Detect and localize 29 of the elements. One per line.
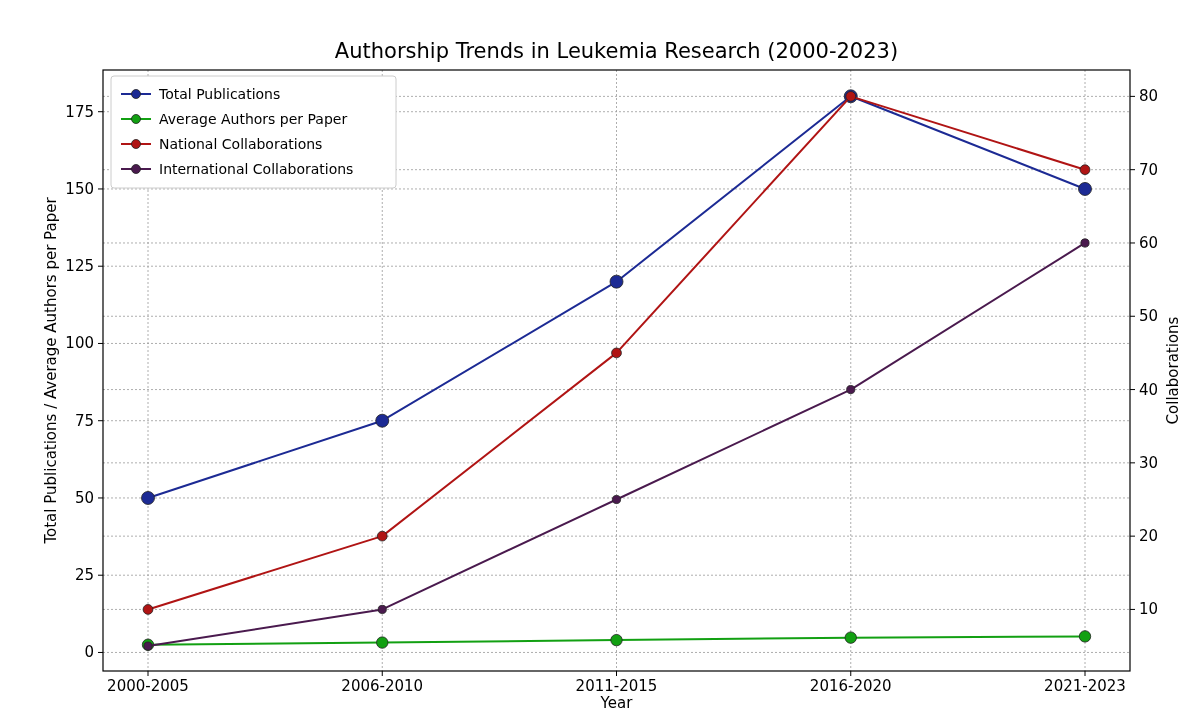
x-tick-label: 2000-2005 xyxy=(107,677,189,695)
x-axis-title: Year xyxy=(599,694,634,712)
y-tick-label: 175 xyxy=(65,102,94,121)
x-tick-label: 2011-2015 xyxy=(575,677,658,695)
y2-tick-label: 80 xyxy=(1139,87,1159,106)
y2-tick-label: 40 xyxy=(1139,380,1159,399)
y2-tick-label: 70 xyxy=(1139,160,1159,179)
legend-label: Average Authors per Paper xyxy=(159,111,348,127)
legend-label: International Collaborations xyxy=(159,161,354,177)
y-tick-label: 75 xyxy=(74,411,94,430)
y2-axis-title: Collaborations xyxy=(1164,316,1182,425)
y2-tick-label: 50 xyxy=(1139,307,1159,326)
x-tick-label: 2016-2020 xyxy=(809,677,892,695)
x-tick-label: 2021-2023 xyxy=(1044,677,1126,695)
legend-label: National Collaborations xyxy=(159,136,323,152)
x-tick-label: 2006-2010 xyxy=(341,677,424,695)
y2-tick-label: 20 xyxy=(1139,527,1159,546)
y-tick-label: 150 xyxy=(65,179,94,198)
y-tick-label: 125 xyxy=(65,257,94,276)
y2-tick-label: 30 xyxy=(1139,453,1159,472)
y-tick-label: 100 xyxy=(65,334,94,353)
chart-title: Authorship Trends in Leukemia Research (2000-2023) xyxy=(334,39,899,63)
legend-label: Total Publications xyxy=(158,86,281,102)
y2-tick-label: 60 xyxy=(1139,233,1159,252)
y-tick-label: 50 xyxy=(74,488,94,507)
y-tick-label: 25 xyxy=(74,566,94,585)
y-axis-title: Total Publications / Average Authors per Paper xyxy=(42,196,60,545)
y2-tick-label: 10 xyxy=(1139,600,1159,619)
y-tick-label: 0 xyxy=(84,643,94,662)
